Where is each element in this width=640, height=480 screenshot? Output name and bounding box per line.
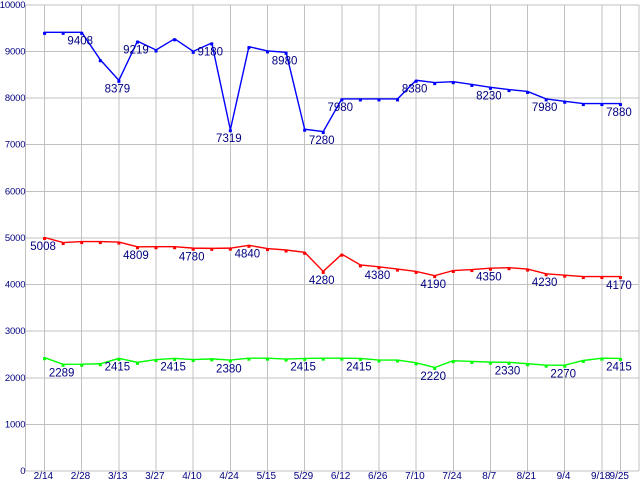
svg-text:2415: 2415: [346, 362, 372, 374]
svg-text:7980: 7980: [532, 102, 558, 114]
svg-text:6/12: 6/12: [331, 471, 351, 480]
svg-text:7/10: 7/10: [405, 471, 425, 480]
svg-text:3/13: 3/13: [108, 471, 128, 480]
svg-text:2415: 2415: [290, 362, 316, 374]
svg-text:2270: 2270: [550, 368, 576, 380]
svg-text:5008: 5008: [30, 241, 56, 253]
svg-text:8/7: 8/7: [482, 471, 496, 480]
svg-text:4809: 4809: [123, 250, 149, 262]
svg-text:4170: 4170: [606, 280, 632, 292]
svg-text:2/14: 2/14: [34, 471, 54, 480]
svg-text:8/21: 8/21: [517, 471, 537, 480]
svg-text:7319: 7319: [216, 133, 242, 145]
svg-text:4840: 4840: [235, 249, 261, 261]
svg-text:7280: 7280: [309, 135, 335, 147]
svg-text:6000: 6000: [5, 186, 26, 197]
svg-text:4230: 4230: [532, 277, 558, 289]
svg-text:3/27: 3/27: [145, 471, 165, 480]
svg-text:2415: 2415: [105, 362, 131, 374]
svg-text:7000: 7000: [5, 140, 26, 151]
svg-text:2220: 2220: [420, 371, 446, 383]
svg-text:9180: 9180: [197, 46, 223, 58]
svg-text:7/24: 7/24: [442, 471, 462, 480]
svg-text:4350: 4350: [476, 271, 502, 283]
svg-text:4190: 4190: [420, 279, 446, 291]
svg-text:5/15: 5/15: [257, 471, 277, 480]
svg-text:2380: 2380: [216, 363, 242, 375]
svg-text:2/28: 2/28: [71, 471, 91, 480]
svg-text:5/29: 5/29: [294, 471, 314, 480]
svg-text:9/25: 9/25: [610, 471, 630, 480]
svg-text:4/24: 4/24: [219, 471, 239, 480]
svg-text:3000: 3000: [5, 326, 26, 337]
svg-text:9000: 9000: [5, 46, 26, 57]
svg-text:8000: 8000: [5, 93, 26, 104]
svg-text:8980: 8980: [272, 56, 298, 68]
svg-text:5000: 5000: [5, 233, 26, 244]
svg-text:2415: 2415: [606, 362, 632, 374]
svg-text:4380: 4380: [365, 270, 391, 282]
svg-text:8380: 8380: [402, 84, 428, 96]
svg-text:9408: 9408: [67, 36, 93, 48]
svg-text:9/4: 9/4: [557, 471, 571, 480]
svg-text:2330: 2330: [495, 366, 521, 378]
svg-text:4280: 4280: [309, 275, 335, 287]
svg-text:7980: 7980: [328, 102, 354, 114]
svg-text:9/18: 9/18: [591, 471, 611, 480]
svg-text:2415: 2415: [160, 362, 186, 374]
svg-text:2000: 2000: [5, 373, 26, 384]
svg-text:10000: 10000: [0, 0, 25, 11]
svg-text:4780: 4780: [179, 251, 205, 263]
svg-text:4000: 4000: [5, 280, 26, 291]
svg-text:9219: 9219: [123, 44, 149, 56]
svg-text:7880: 7880: [606, 107, 632, 119]
svg-text:8379: 8379: [105, 84, 131, 96]
svg-text:4/10: 4/10: [182, 471, 202, 480]
svg-text:0: 0: [20, 466, 25, 477]
svg-text:1000: 1000: [5, 419, 26, 430]
svg-text:8230: 8230: [476, 91, 502, 103]
svg-text:6/26: 6/26: [368, 471, 388, 480]
svg-text:2289: 2289: [49, 368, 75, 380]
